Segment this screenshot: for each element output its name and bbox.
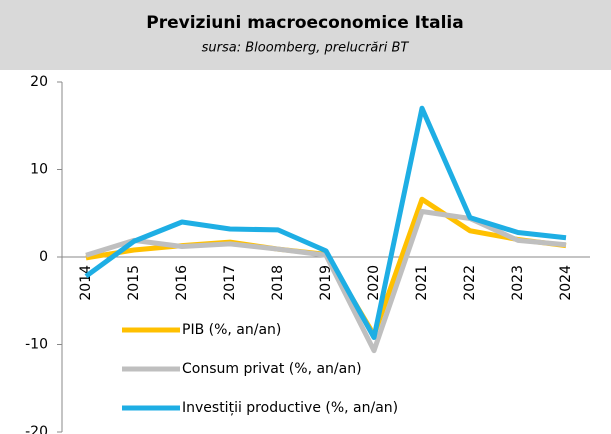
x-tick-label: 2016 [174, 265, 190, 301]
x-tick-label: 2018 [270, 265, 286, 301]
y-tick-label: -20 [25, 424, 48, 434]
x-tick-label: 2015 [126, 265, 142, 301]
y-tick-label: 10 [30, 162, 48, 178]
x-tick-label: 2019 [318, 265, 334, 301]
chart-subtitle: sursa: Bloomberg, prelucrări BT [202, 41, 410, 56]
legend-label: Consum privat (%, an/an) [182, 361, 362, 377]
x-tick-label: 2017 [222, 265, 238, 301]
header-band [0, 0, 611, 70]
legend-label: Investiții productive (%, an/an) [182, 400, 398, 416]
legend-label: PIB (%, an/an) [182, 322, 281, 338]
y-tick-label: 20 [30, 74, 48, 90]
x-tick-label: 2023 [510, 265, 526, 301]
x-tick-label: 2020 [366, 265, 382, 301]
y-tick-label: -10 [25, 337, 48, 353]
x-tick-label: 2021 [414, 265, 430, 301]
series-line [84, 105, 567, 340]
y-tick-label: 0 [39, 249, 48, 265]
chart-title: Previziuni macroeconomice Italia [146, 13, 463, 33]
x-tick-label: 2024 [558, 265, 574, 301]
x-tick-label: 2022 [462, 265, 478, 301]
